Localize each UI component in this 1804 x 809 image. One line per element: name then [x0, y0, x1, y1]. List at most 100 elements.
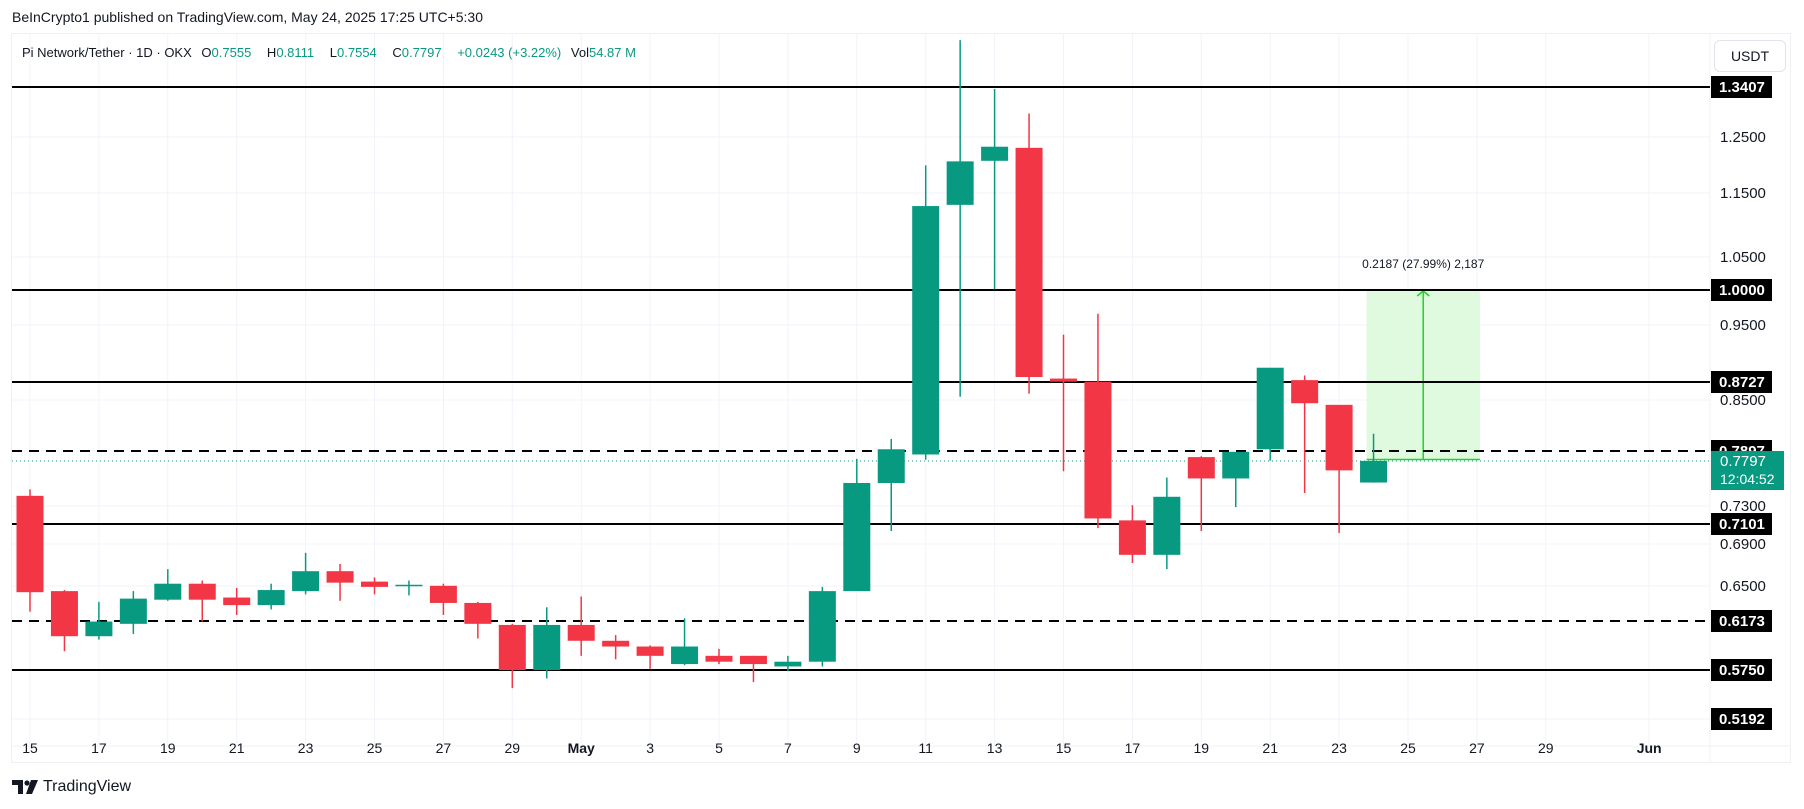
candle-body[interactable] [533, 624, 561, 671]
time-tick-label: 23 [1331, 740, 1347, 756]
candle-body[interactable] [877, 449, 905, 483]
candle-body[interactable] [257, 590, 285, 606]
candle-body[interactable] [326, 571, 354, 583]
candle-body[interactable] [464, 602, 492, 624]
time-tick-label: 17 [91, 740, 107, 756]
tradingview-logo-icon [12, 780, 38, 794]
candle-body[interactable] [16, 495, 44, 593]
time-tick-label: 19 [1194, 740, 1210, 756]
candle-body[interactable] [188, 583, 216, 600]
change-value: +0.0243 (+3.22%) [457, 45, 562, 60]
time-tick-label: 21 [1262, 740, 1278, 756]
time-tick-label: 5 [715, 740, 723, 756]
time-tick-label: 21 [229, 740, 245, 756]
candle-body[interactable] [429, 585, 457, 603]
volume-value: 54.87 M [588, 45, 636, 60]
high-value: 0.8111 [276, 45, 315, 60]
candle-body[interactable] [395, 584, 423, 587]
low-label: L [329, 45, 338, 60]
symbol-title[interactable]: Pi Network/Tether · 1D · OKX [22, 45, 192, 60]
price-level-badge [1711, 76, 1772, 98]
candle-body[interactable] [671, 646, 699, 665]
candle-body[interactable] [1187, 457, 1215, 479]
price-tick-label: 0.7300 [1720, 498, 1766, 515]
candle-body[interactable] [1118, 520, 1146, 555]
candle-body[interactable] [1050, 378, 1077, 382]
time-tick-label: 3 [646, 740, 654, 756]
candle-body[interactable] [981, 146, 1009, 161]
current-price-badge [1711, 451, 1784, 490]
price-level-badge [1711, 513, 1772, 535]
measure-label: 0.2187 (27.99%) 2,187 [1362, 257, 1484, 271]
candle-body[interactable] [636, 646, 664, 656]
candle-body[interactable] [1015, 147, 1043, 378]
time-tick-label: 29 [1538, 740, 1554, 756]
low-value: 0.7554 [337, 45, 377, 60]
time-tick-label: 27 [436, 740, 452, 756]
candle-body[interactable] [361, 581, 388, 587]
candle-body[interactable] [843, 482, 871, 592]
price-tick-label: 1.1500 [1720, 185, 1766, 202]
time-tick-label: 15 [22, 740, 38, 756]
candle-body[interactable] [85, 621, 113, 637]
published-caption: BeInCrypto1 published on TradingView.com… [12, 9, 483, 25]
chart-frame [11, 33, 1791, 763]
price-level-badge [1711, 279, 1772, 301]
candle-body[interactable] [1153, 496, 1181, 555]
price-level-badge [1711, 610, 1772, 632]
candle-body[interactable] [808, 591, 836, 662]
candle-body[interactable] [154, 583, 182, 600]
candle-body[interactable] [1291, 380, 1319, 404]
time-tick-label: 15 [1056, 740, 1072, 756]
time-tick-label: May [568, 740, 595, 756]
time-tick-label: 11 [918, 740, 933, 756]
current-price-label: 0.7797 [1720, 453, 1766, 470]
price-level-label: 0.7101 [1719, 516, 1765, 533]
price-level-label: 0.5750 [1719, 662, 1765, 679]
volume-label: Vol [570, 45, 589, 60]
time-tick-label: Jun [1637, 740, 1662, 756]
candle-body[interactable] [292, 571, 320, 592]
candle-body[interactable] [1256, 367, 1284, 450]
candle-body[interactable] [739, 655, 767, 665]
open-value: 0.7555 [211, 45, 252, 60]
time-tick-label: 7 [784, 740, 792, 756]
price-level-label: 0.5192 [1719, 711, 1765, 728]
price-level-label: 0.8727 [1719, 374, 1765, 391]
tradingview-logo: TradingView [12, 778, 131, 796]
price-level-badge [1711, 708, 1772, 730]
price-level-badge [1711, 659, 1772, 681]
candle-body[interactable] [119, 598, 147, 624]
symbol-legend: Pi Network/Tether · 1D · OKX O0.7555 H0.… [22, 45, 648, 60]
candle-body[interactable] [946, 161, 974, 205]
time-tick-label: 29 [505, 740, 521, 756]
candle-body[interactable] [912, 206, 940, 455]
price-tick-label: 0.6500 [1720, 578, 1766, 595]
close-label: C [392, 45, 402, 60]
price-level-badge [1711, 371, 1772, 393]
price-level-label: 1.3407 [1719, 79, 1765, 96]
candle-body[interactable] [1222, 451, 1250, 479]
candle-body[interactable] [774, 661, 802, 667]
candle-body[interactable] [498, 624, 526, 671]
currency-button[interactable]: USDT [1714, 40, 1786, 72]
time-tick-label: 25 [1400, 740, 1416, 756]
candle-body[interactable] [50, 591, 78, 637]
candle-body[interactable] [1360, 460, 1388, 483]
price-level-label: 1.0000 [1719, 282, 1765, 299]
time-tick-label: 9 [853, 740, 861, 756]
time-tick-label: 27 [1469, 740, 1485, 756]
open-label: O [201, 45, 212, 60]
price-tick-label: 0.8500 [1720, 392, 1766, 409]
candle-body[interactable] [567, 624, 595, 641]
close-value: 0.7797 [401, 45, 442, 60]
candle-body[interactable] [1325, 404, 1353, 471]
price-tick-label: 0.9500 [1720, 317, 1766, 334]
candle-body[interactable] [223, 597, 251, 606]
candle-body[interactable] [1084, 381, 1112, 519]
candle-body[interactable] [705, 655, 733, 662]
time-tick-label: 23 [298, 740, 314, 756]
time-tick-label: 19 [160, 740, 176, 756]
candle-body[interactable] [602, 640, 630, 647]
